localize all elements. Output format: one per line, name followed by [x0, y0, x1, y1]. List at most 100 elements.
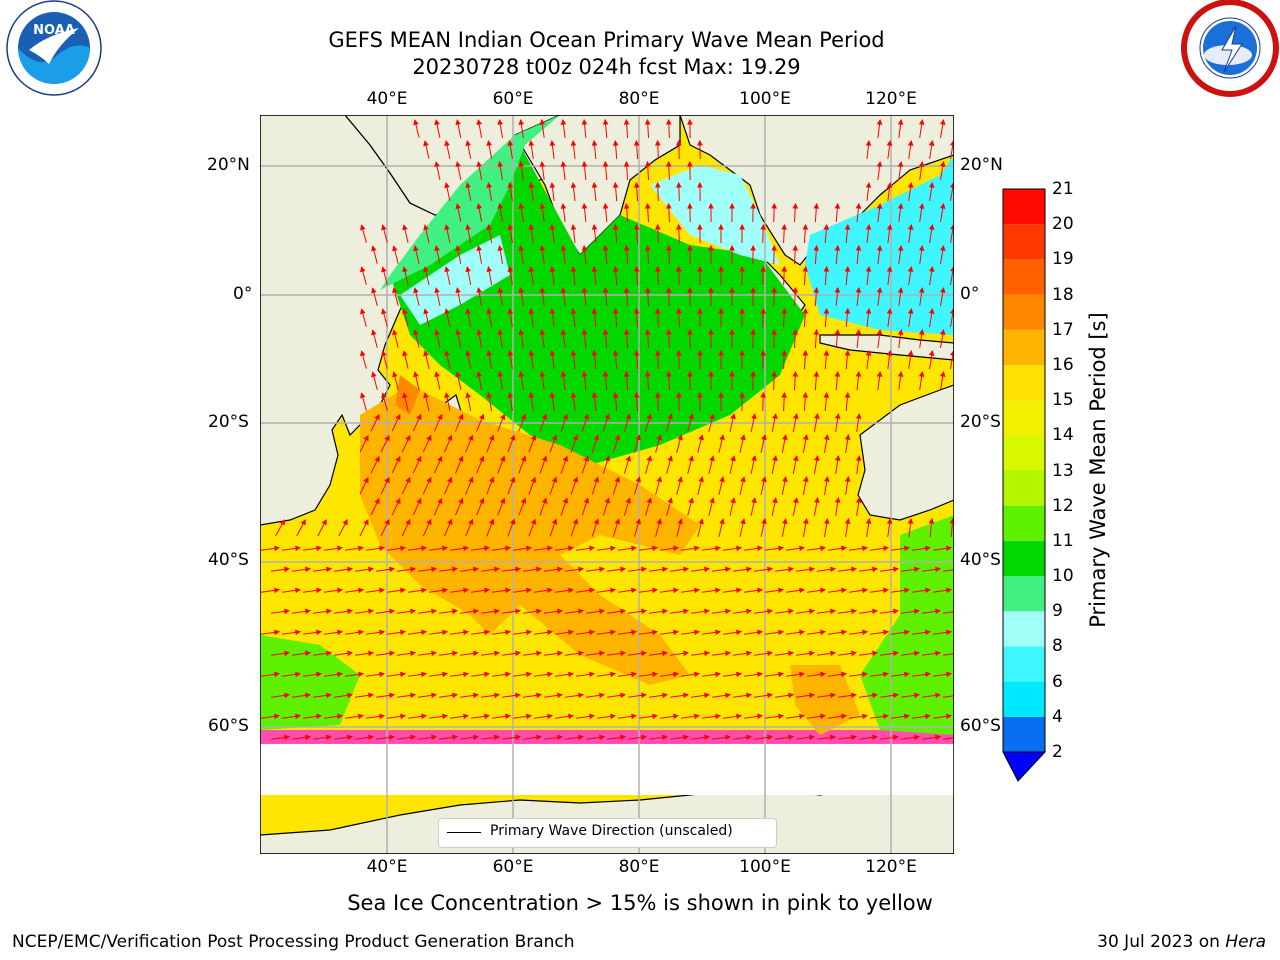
direction-arrow-head	[757, 629, 763, 636]
direction-arrow-head	[886, 517, 893, 524]
direction-arrow-head	[746, 692, 752, 699]
direction-arrow-head	[570, 349, 577, 356]
direction-arrow-head	[371, 287, 377, 294]
deep-orange-swell	[395, 375, 420, 415]
direction-arrow-head	[656, 434, 662, 441]
map-title: GEFS MEAN Indian Ocean Primary Wave Mean…	[328, 28, 885, 52]
direction-arrow-head	[886, 308, 893, 314]
direction-arrow-head	[687, 328, 693, 335]
direction-arrow-head	[541, 455, 548, 462]
direction-arrow-head	[392, 245, 398, 252]
direction-arrow-head	[855, 454, 862, 461]
direction-arrow-head	[489, 434, 495, 441]
direction-arrow-head	[358, 629, 364, 636]
direction-arrow-head	[395, 413, 401, 421]
direction-arrow-head	[751, 413, 757, 420]
direction-arrow-head	[614, 518, 621, 525]
direction-arrow-head	[772, 455, 778, 462]
direction-arrow-head	[560, 203, 567, 209]
direction-arrow-head	[360, 308, 366, 315]
direction-arrow-head	[316, 545, 322, 552]
direction-arrow-head	[389, 692, 395, 699]
direction-arrow-head	[421, 545, 427, 552]
direction-arrow-head	[505, 587, 511, 594]
direction-arrow-head	[536, 692, 542, 699]
direction-arrow-head	[599, 692, 605, 699]
direction-arrow-head	[950, 349, 954, 356]
direction-arrow-head	[515, 566, 521, 573]
direction-arrow-head	[476, 371, 483, 378]
direction-arrow-head	[358, 545, 364, 552]
direction-arrow-head	[562, 455, 569, 462]
legend-line-icon	[447, 832, 481, 833]
direction-arrow-head	[447, 434, 453, 441]
direction-arrow-head	[447, 476, 453, 483]
direction-arrow-head	[746, 566, 752, 573]
direction-arrow-head	[444, 266, 450, 273]
direction-arrow-head	[809, 566, 815, 573]
direction-arrow-head	[641, 608, 647, 615]
map-subtitle: 20230728 t00z 024h fcst Max: 19.29	[412, 55, 801, 79]
direction-arrow-head	[284, 734, 290, 741]
direction-arrow-head	[633, 265, 640, 272]
direction-arrow-head	[904, 671, 910, 678]
direction-arrow-head	[633, 307, 640, 314]
direction-arrow-head	[604, 455, 611, 462]
direction-arrow-head	[578, 734, 584, 741]
direction-arrow-head	[688, 455, 694, 462]
direction-arrow-head	[479, 455, 485, 462]
direction-arrow-head	[935, 608, 941, 615]
direction-arrow-head	[389, 650, 395, 657]
direction-arrow-head	[897, 328, 904, 335]
direction-arrow-head	[620, 566, 626, 573]
direction-arrow-head	[610, 713, 616, 720]
direction-arrow-head	[844, 475, 851, 483]
direction-arrow-head	[602, 328, 609, 335]
direction-arrow-head	[486, 391, 492, 399]
direction-arrow-head	[656, 518, 662, 525]
direction-arrow-head	[725, 566, 731, 573]
direction-arrow-head	[802, 307, 809, 314]
wave-direction-arrows	[261, 118, 954, 741]
direction-arrow-head	[337, 629, 343, 636]
direction-arrow-head	[476, 203, 483, 210]
direction-arrow-head	[484, 713, 490, 720]
direction-arrow-head	[883, 671, 889, 678]
direction-arrow-head	[284, 608, 290, 615]
direction-arrow-head	[402, 392, 408, 399]
direction-arrow-head	[730, 455, 736, 462]
direction-arrow-head	[633, 223, 640, 230]
lat-label-right-20s: 20°S	[960, 412, 1001, 432]
direction-arrow-head	[667, 497, 673, 504]
direction-arrow-head	[505, 629, 511, 636]
direction-arrow-head	[568, 587, 574, 594]
direction-arrow-head	[447, 518, 453, 525]
direction-arrow-head	[389, 608, 395, 615]
direction-arrow-head	[570, 181, 577, 188]
direction-arrow-head	[494, 692, 500, 699]
lon-label-bottom-100e: 100°E	[739, 857, 791, 877]
direction-arrow-head	[591, 307, 598, 314]
direction-arrow-head	[677, 518, 683, 525]
direction-arrow-head	[820, 713, 826, 720]
direction-arrow-head	[940, 328, 946, 336]
direction-arrow-head	[589, 629, 595, 636]
direction-arrow-head	[928, 266, 935, 273]
direction-arrow-head	[473, 650, 479, 657]
direction-arrow-head	[904, 587, 910, 594]
direction-arrow-head	[940, 202, 946, 210]
direction-arrow-head	[497, 370, 503, 378]
direction-arrow-head	[729, 370, 735, 377]
lon-label-top-120e: 120°E	[865, 89, 917, 109]
direction-arrow-head	[694, 545, 700, 552]
direction-arrow-head	[384, 434, 390, 442]
direction-arrow-head	[620, 692, 626, 699]
direction-arrow-head	[946, 545, 952, 552]
direction-arrow-head	[526, 713, 532, 720]
direction-arrow-head	[547, 671, 553, 678]
direction-arrow-head	[778, 545, 784, 552]
direction-arrow-head	[274, 545, 280, 552]
direction-arrow-head	[715, 629, 721, 636]
direction-arrow-head	[814, 454, 820, 462]
direction-arrow-head	[683, 734, 689, 741]
